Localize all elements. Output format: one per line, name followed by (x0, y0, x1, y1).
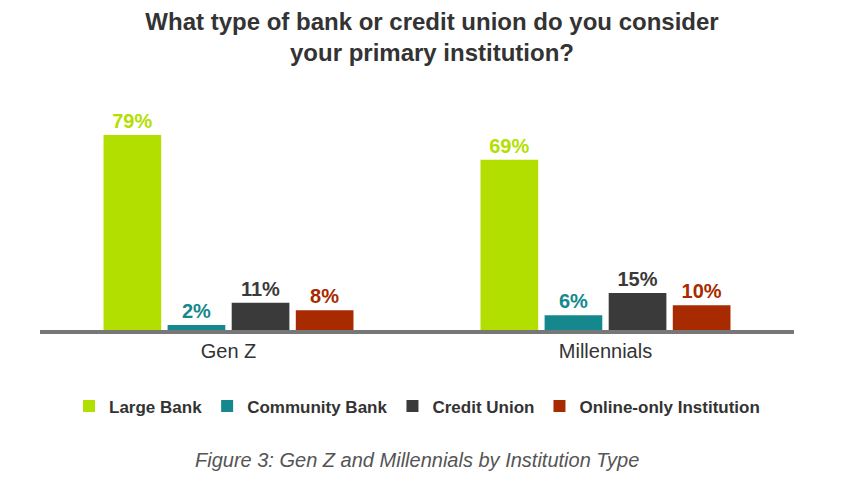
svg-text:Credit Union: Credit Union (432, 398, 534, 417)
svg-text:15%: 15% (617, 268, 657, 290)
svg-text:2%: 2% (182, 300, 211, 322)
svg-text:6%: 6% (559, 290, 588, 312)
svg-text:Gen Z: Gen Z (201, 340, 257, 362)
svg-text:79%: 79% (112, 110, 152, 132)
svg-text:8%: 8% (310, 285, 339, 307)
svg-text:Figure 3: Gen Z and Millennial: Figure 3: Gen Z and Millennials by Insti… (195, 449, 639, 471)
svg-text:Online-only Institution: Online-only Institution (579, 398, 759, 417)
svg-text:What type of bank or credit un: What type of bank or credit union do you… (145, 8, 718, 66)
svg-text:11%: 11% (241, 278, 280, 300)
svg-text:Large Bank: Large Bank (109, 398, 202, 417)
svg-text:Millennials: Millennials (559, 340, 652, 362)
svg-text:69%: 69% (489, 135, 529, 157)
svg-text:10%: 10% (682, 280, 722, 302)
svg-text:Community Bank: Community Bank (247, 398, 387, 417)
